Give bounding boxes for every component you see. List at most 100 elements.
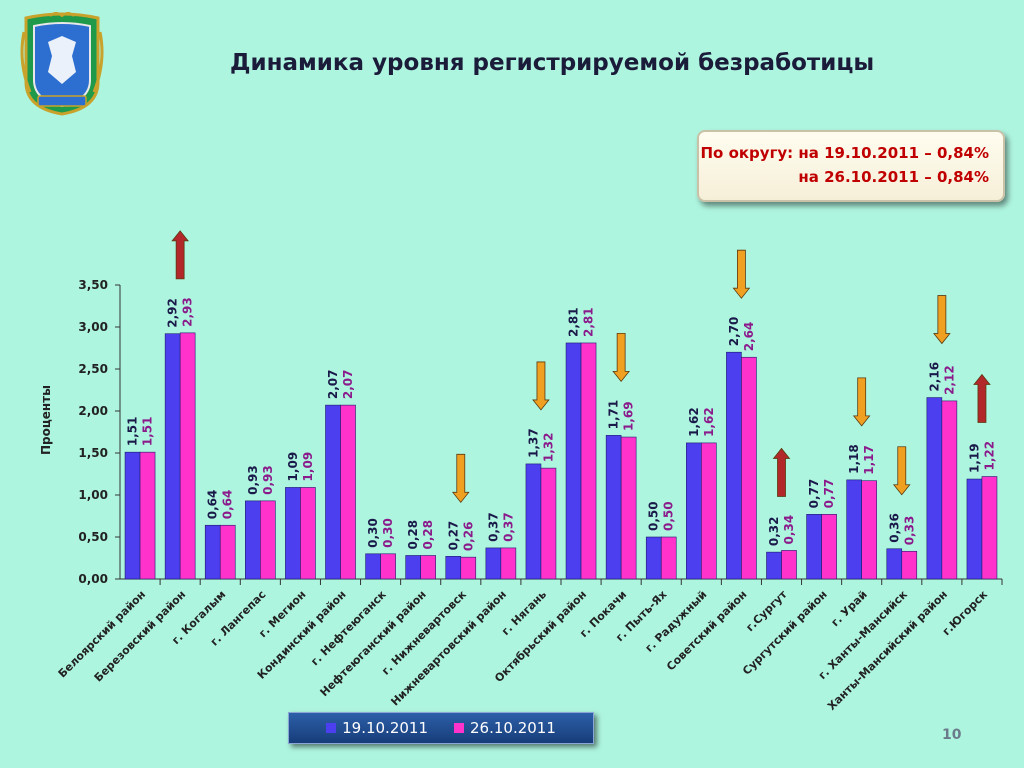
bar-series-1 — [525, 463, 542, 580]
bar-series-1 — [325, 404, 341, 580]
bar-series-1 — [164, 333, 181, 580]
data-label-series-2: 2,64 — [742, 322, 756, 352]
data-label-series-2: 0,50 — [662, 501, 676, 531]
bar-series-2 — [420, 555, 436, 580]
bar-series-1 — [806, 514, 822, 580]
data-label-series-2: 0,28 — [421, 520, 435, 550]
data-label-series-2: 0,64 — [221, 490, 235, 520]
arrow-up-icon — [772, 447, 791, 497]
category-label: г. Урай — [829, 588, 870, 629]
bar-series-2 — [500, 547, 517, 580]
bar-series-1 — [645, 536, 662, 580]
data-label-series-1: 1,19 — [967, 443, 981, 473]
arrow-up-icon — [973, 373, 991, 423]
legend-item-series-1: 19.10.2011 — [326, 719, 428, 737]
data-label-series-2: 2,07 — [341, 370, 355, 400]
bar-series-2 — [821, 514, 837, 580]
district-summary-line-1: По округу: на 19.10.2011 – 0,84% — [700, 144, 989, 162]
data-label-series-2: 0,77 — [822, 479, 836, 509]
page-title: Динамика уровня регистрируемой безработи… — [230, 50, 875, 76]
y-tick-label: 0,00 — [78, 572, 108, 586]
legend-label-series-1: 19.10.2011 — [342, 719, 428, 737]
data-label-series-1: 0,36 — [887, 513, 901, 543]
y-tick-label: 3,50 — [78, 278, 108, 292]
data-label-series-1: 1,09 — [286, 452, 300, 482]
data-label-series-2: 1,17 — [862, 445, 876, 475]
bar-series-1 — [285, 487, 301, 580]
bar-series-2 — [741, 356, 757, 580]
bar-series-1 — [245, 500, 261, 580]
data-label-series-2: 0,93 — [261, 465, 275, 495]
data-label-series-1: 2,16 — [927, 362, 941, 392]
data-label-series-2: 1,62 — [702, 407, 716, 437]
bar-series-1 — [565, 342, 582, 580]
district-summary-box: По округу: на 19.10.2011 – 0,84% на 26.1… — [697, 130, 1005, 202]
y-tick-label: 1,50 — [78, 446, 108, 460]
data-label-series-1: 0,32 — [767, 517, 781, 547]
arrow-down-icon — [732, 249, 751, 299]
data-label-series-1: 1,51 — [126, 417, 140, 447]
data-label-series-2: 2,81 — [582, 307, 596, 337]
arrow-down-icon — [612, 332, 630, 383]
bar-series-2 — [941, 400, 958, 580]
arrow-down-icon — [852, 377, 871, 427]
bar-series-2 — [901, 550, 918, 580]
data-label-series-1: 0,50 — [647, 501, 661, 531]
data-label-series-2: 1,69 — [622, 401, 636, 431]
data-label-series-2: 0,30 — [381, 518, 395, 548]
data-label-series-1: 2,81 — [567, 307, 581, 337]
bar-series-2 — [380, 553, 396, 580]
bar-series-2 — [300, 487, 316, 580]
bar-series-1 — [886, 548, 903, 580]
y-tick-label: 2,50 — [78, 362, 108, 376]
data-label-series-1: 0,77 — [807, 479, 821, 509]
bar-series-2 — [660, 536, 677, 580]
data-label-series-2: 1,09 — [301, 452, 315, 482]
bar-series-2 — [701, 442, 717, 580]
bar-series-2 — [139, 451, 156, 580]
bar-series-2 — [781, 550, 797, 580]
bar-series-2 — [861, 480, 877, 580]
data-label-series-1: 0,28 — [406, 520, 420, 550]
data-label-series-1: 0,30 — [366, 518, 380, 548]
legend-item-series-2: 26.10.2011 — [454, 719, 556, 737]
bar-series-1 — [846, 479, 862, 580]
arrow-down-icon — [892, 446, 911, 496]
y-tick-label: 0,50 — [78, 530, 108, 544]
data-label-series-2: 0,33 — [902, 516, 916, 546]
bar-series-2 — [580, 342, 597, 580]
legend-swatch-series-1 — [326, 723, 337, 733]
data-label-series-2: 0,37 — [501, 512, 515, 542]
bar-series-1 — [966, 478, 983, 580]
bar-series-2 — [540, 467, 557, 580]
bar-series-2 — [340, 404, 356, 580]
data-label-series-2: 1,51 — [141, 417, 155, 447]
bar-series-1 — [485, 547, 502, 580]
bar-series-2 — [460, 556, 477, 580]
bar-series-2 — [179, 332, 196, 580]
data-label-series-2: 2,93 — [181, 297, 195, 327]
data-label-series-1: 1,18 — [847, 444, 861, 474]
arrow-down-icon — [933, 295, 951, 345]
bar-series-1 — [204, 524, 221, 580]
legend-label-series-2: 26.10.2011 — [470, 719, 556, 737]
y-tick-label: 2,00 — [78, 404, 108, 418]
bar-series-1 — [365, 553, 381, 580]
y-tick-label: 3,00 — [78, 320, 108, 334]
bar-series-1 — [605, 435, 622, 580]
data-label-series-1: 2,92 — [166, 298, 180, 328]
y-tick-label: 1,00 — [78, 488, 108, 502]
bar-series-1 — [445, 556, 462, 580]
arrow-down-icon — [451, 453, 470, 503]
data-label-series-1: 1,62 — [687, 407, 701, 437]
data-label-series-2: 1,22 — [982, 441, 996, 471]
bar-series-2 — [260, 500, 276, 580]
bar-series-2 — [219, 524, 236, 580]
data-label-series-1: 0,64 — [206, 490, 220, 520]
data-label-series-2: 0,34 — [782, 515, 796, 545]
y-axis-label: Проценты — [39, 385, 53, 455]
bar-series-1 — [405, 555, 421, 580]
data-label-series-1: 1,71 — [607, 400, 621, 430]
district-summary-line-2: на 26.10.2011 – 0,84% — [798, 168, 989, 186]
category-label: Советский район — [664, 588, 749, 673]
